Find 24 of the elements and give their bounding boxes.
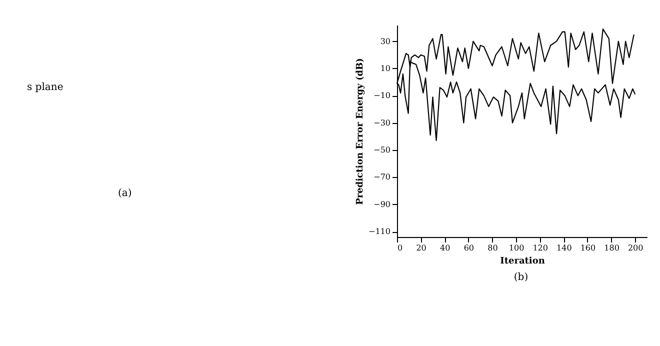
x-tick-label: 20 xyxy=(416,244,426,252)
y-tick-label: 30 xyxy=(380,36,390,46)
y-tick-label: −70 xyxy=(374,172,390,182)
x-axis-title: Iteration xyxy=(500,256,546,266)
y-axis-title: Prediction Error Energy (dB) xyxy=(356,58,366,205)
x-tick-label: 80 xyxy=(488,244,498,252)
y-tick-label: −10 xyxy=(374,91,390,100)
x-tick-label: 120 xyxy=(532,244,548,252)
y-tick-label: −90 xyxy=(374,200,390,209)
x-tick-label: 100 xyxy=(508,244,524,252)
x-tick-label: 140 xyxy=(556,244,572,252)
text: s plane xyxy=(27,82,64,93)
y-tick-label: −30 xyxy=(374,118,390,128)
x-tick-label: 180 xyxy=(604,244,620,252)
text: (a) xyxy=(118,188,132,199)
y-tick-label: −50 xyxy=(374,146,390,155)
x-tick-label: 200 xyxy=(628,244,644,252)
y-tick-label: −110 xyxy=(368,227,390,236)
text: (b) xyxy=(514,272,528,283)
x-tick-label: 40 xyxy=(440,244,450,252)
x-tick-label: 160 xyxy=(580,244,596,252)
x-tick-label: 60 xyxy=(464,244,474,252)
x-tick-label: 0 xyxy=(398,244,403,252)
y-tick-label: 10 xyxy=(380,64,390,73)
